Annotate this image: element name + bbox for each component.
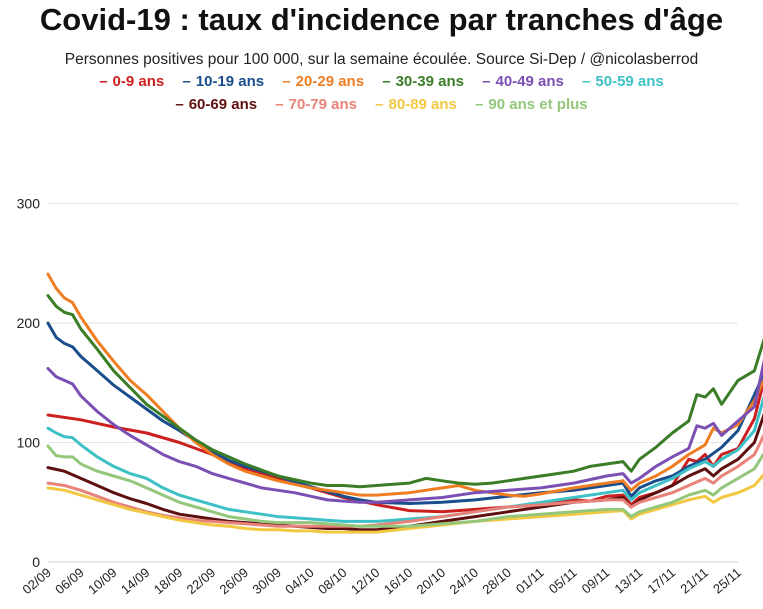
x-tick-label: 22/09 bbox=[184, 565, 219, 597]
legend-label: 50-59 ans bbox=[595, 73, 664, 90]
legend-marker: – bbox=[482, 73, 491, 90]
chart-title: Covid-19 : taux d'incidence par tranches… bbox=[39, 2, 724, 37]
legend-label: 90 ans et plus bbox=[488, 96, 588, 113]
series-line-70-79-ans bbox=[46, 433, 763, 528]
legend-item-60-69: –60-69 ans bbox=[175, 96, 257, 113]
x-tick-label: 28/10 bbox=[479, 565, 514, 597]
x-tick-label: 05/11 bbox=[546, 565, 580, 597]
x-tick-label: 12/10 bbox=[348, 565, 383, 597]
x-tick-label: 13/11 bbox=[612, 565, 646, 597]
legend-item-90-plus: –90 ans et plus bbox=[475, 96, 588, 113]
series-line-80-89-ans bbox=[46, 473, 763, 534]
legend-label: 10-19 ans bbox=[195, 73, 265, 90]
x-tick-label: 09/11 bbox=[579, 565, 613, 597]
legend-item-0-9: –0-9 ans bbox=[99, 73, 164, 90]
legend-marker: – bbox=[175, 96, 184, 113]
legend-row: –60-69 ans –70-79 ans –80-89 ans –90 ans… bbox=[0, 96, 763, 113]
series-line-0-9-ans bbox=[46, 378, 763, 514]
x-tick-label: 16/10 bbox=[381, 565, 416, 597]
legend-marker: – bbox=[182, 73, 191, 90]
x-axis-ticks: 02/0906/0910/0914/0918/0922/0926/0930/09… bbox=[19, 565, 744, 597]
gridlines bbox=[48, 203, 738, 563]
legend-marker: – bbox=[99, 73, 108, 90]
x-tick-label: 24/10 bbox=[446, 565, 481, 597]
legend-label: 60-69 ans bbox=[188, 96, 258, 113]
legend-item-30-39: –30-39 ans bbox=[382, 73, 464, 90]
legend-label: 0-9 ans bbox=[112, 73, 165, 90]
series-line-90-ans-et-plus bbox=[46, 444, 763, 528]
legend-label: 20-29 ans bbox=[295, 73, 365, 90]
x-tick-label: 10/09 bbox=[85, 565, 120, 597]
series-line-50-59-ans bbox=[46, 395, 763, 523]
y-tick-label: 200 bbox=[17, 315, 41, 331]
x-tick-label: 17/11 bbox=[644, 565, 678, 597]
legend-item-70-79: –70-79 ans bbox=[275, 96, 357, 113]
x-tick-label: 01/11 bbox=[513, 565, 547, 597]
x-tick-label: 14/09 bbox=[118, 565, 153, 597]
y-axis-ticks: 0 100 200 300 bbox=[17, 196, 41, 570]
x-tick-label: 26/09 bbox=[216, 565, 251, 597]
series-line-30-39-ans bbox=[46, 294, 763, 489]
y-tick-label: 300 bbox=[17, 196, 41, 212]
legend-item-50-59: –50-59 ans bbox=[582, 73, 664, 90]
legend-label: 70-79 ans bbox=[288, 96, 357, 113]
legend-marker: – bbox=[582, 73, 591, 90]
x-tick-label: 30/09 bbox=[249, 565, 284, 597]
legend-label: 40-49 ans bbox=[495, 73, 564, 90]
x-tick-label: 06/09 bbox=[52, 565, 87, 597]
legend-item-80-89: –80-89 ans bbox=[375, 96, 457, 113]
series-line-40-49-ans bbox=[46, 358, 763, 504]
x-tick-label: 20/10 bbox=[414, 565, 449, 597]
x-tick-label: 18/09 bbox=[151, 565, 186, 597]
series-line-10-19-ans bbox=[46, 321, 763, 505]
legend-marker: – bbox=[282, 73, 291, 90]
legend-row: –0-9 ans –10-19 ans –20-29 ans –30-39 an… bbox=[0, 73, 763, 90]
x-tick-label: 04/10 bbox=[282, 565, 317, 597]
series-lines bbox=[46, 272, 763, 534]
series-line-20-29-ans bbox=[46, 272, 763, 498]
legend-item-40-49: –40-49 ans bbox=[482, 73, 564, 90]
legend-marker: – bbox=[275, 96, 284, 113]
x-tick-label: 21/11 bbox=[677, 565, 711, 597]
legend-item-10-19: –10-19 ans bbox=[182, 73, 264, 90]
legend-item-20-29: –20-29 ans bbox=[282, 73, 364, 90]
x-tick-label: 25/11 bbox=[710, 565, 744, 597]
x-tick-label: 08/10 bbox=[315, 565, 350, 597]
legend-label: 80-89 ans bbox=[388, 96, 457, 113]
y-tick-label: 0 bbox=[32, 554, 40, 570]
legend-label: 30-39 ans bbox=[395, 73, 464, 90]
y-tick-label: 100 bbox=[17, 435, 41, 451]
legend-marker: – bbox=[375, 96, 384, 113]
legend-marker: – bbox=[475, 96, 484, 113]
chart-subtitle: Personnes positives pour 100 000, sur la… bbox=[64, 51, 699, 68]
legend-marker: – bbox=[382, 73, 391, 90]
